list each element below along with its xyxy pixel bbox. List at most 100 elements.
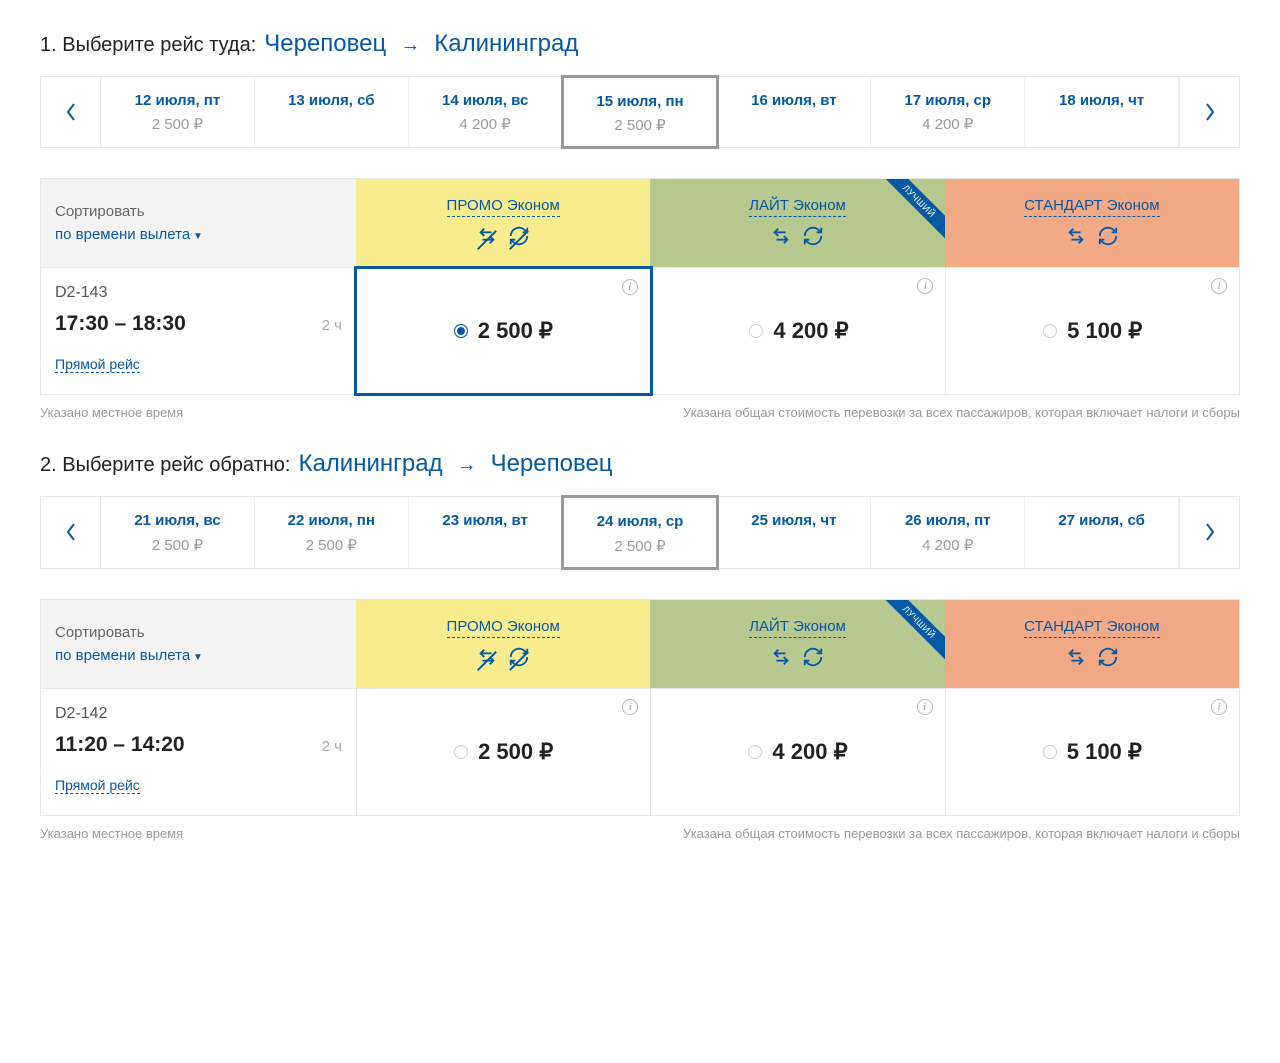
date-cell[interactable]: 23 июля, вт (409, 497, 563, 567)
fare-header-promo[interactable]: ПРОМО Эконом (356, 600, 650, 688)
date-price: 4 200 ₽ (875, 536, 1020, 554)
route-to: Череповец (491, 450, 613, 478)
flight-duration: 2 ч (322, 317, 342, 334)
sort-label: Сортировать (55, 203, 342, 220)
info-icon[interactable]: i (1211, 278, 1227, 294)
price-cell[interactable]: i 5 100 ₽ (945, 268, 1239, 394)
date-prev-button[interactable] (41, 77, 101, 147)
date-price: 2 500 ₽ (259, 536, 404, 554)
fare-title: ЛАЙТ Эконом (749, 197, 846, 217)
fare-title: ПРОМО Эконом (447, 197, 560, 217)
fare-title: СТАНДАРТ Эконом (1024, 197, 1159, 217)
price-cell[interactable]: i 5 100 ₽ (945, 689, 1239, 815)
route-from: Калининград (298, 450, 442, 478)
fare-header-std[interactable]: СТАНДАРТ Эконом (945, 600, 1239, 688)
date-strip: 21 июля, вс 2 500 ₽ 22 июля, пн 2 500 ₽ … (40, 496, 1240, 568)
date-cell[interactable]: 14 июля, вс 4 200 ₽ (409, 77, 563, 147)
footnote-right: Указана общая стоимость перевозки за все… (683, 405, 1240, 420)
date-label: 12 июля, пт (105, 91, 250, 111)
date-cell[interactable]: 12 июля, пт 2 500 ₽ (101, 77, 255, 147)
price-value: 5 100 ₽ (1067, 739, 1142, 765)
date-cell[interactable]: 13 июля, сб (255, 77, 409, 147)
radio[interactable] (454, 745, 468, 759)
radio[interactable] (749, 324, 763, 338)
flight-number: D2-142 (55, 705, 342, 723)
fare-header-lite[interactable]: ЛАЙТ Эконом (650, 600, 944, 688)
radio[interactable] (748, 745, 762, 759)
direct-flight-link[interactable]: Прямой рейс (55, 356, 140, 373)
fare-header-std[interactable]: СТАНДАРТ Эконом (945, 179, 1239, 267)
flight-row: D2-142 11:20 – 14:20 2 ч Прямой рейс i 2… (40, 688, 1240, 816)
date-cell[interactable]: 18 июля, чт (1025, 77, 1179, 147)
date-label: 16 июля, вт (721, 91, 866, 111)
date-label: 23 июля, вт (413, 511, 558, 531)
footnote-right: Указана общая стоимость перевозки за все… (683, 826, 1240, 841)
refresh-icon (802, 646, 824, 674)
date-price: 4 200 ₽ (875, 115, 1020, 133)
flight-time: 17:30 – 18:30 (55, 312, 186, 336)
arrow-icon: → (400, 34, 420, 57)
return-icon (770, 646, 792, 674)
info-icon[interactable]: i (917, 278, 933, 294)
date-label: 26 июля, пт (875, 511, 1020, 531)
info-icon[interactable]: i (622, 699, 638, 715)
date-cell[interactable]: 16 июля, вт (717, 77, 871, 147)
price-value: 4 200 ₽ (772, 739, 847, 765)
info-icon[interactable]: i (1211, 699, 1227, 715)
price-value: 2 500 ₽ (478, 318, 553, 344)
date-cell[interactable]: 17 июля, ср 4 200 ₽ (871, 77, 1025, 147)
footnote-row: Указано местное время Указана общая стои… (40, 826, 1240, 841)
footnote-left: Указано местное время (40, 826, 183, 841)
route-to: Калининград (434, 30, 578, 58)
date-label: 18 июля, чт (1029, 91, 1174, 111)
sort-label: Сортировать (55, 624, 342, 641)
date-prev-button[interactable] (41, 497, 101, 567)
refresh-icon (1097, 646, 1119, 674)
date-label: 17 июля, ср (875, 91, 1020, 111)
date-cell[interactable]: 27 июля, сб (1025, 497, 1179, 567)
date-cell[interactable]: 26 июля, пт 4 200 ₽ (871, 497, 1025, 567)
return-icon (1065, 225, 1087, 253)
flight-info-cell: D2-143 17:30 – 18:30 2 ч Прямой рейс (41, 268, 356, 394)
fare-header-promo[interactable]: ПРОМО Эконом (356, 179, 650, 267)
date-label: 13 июля, сб (259, 91, 404, 111)
price-value: 2 500 ₽ (478, 739, 553, 765)
date-label: 24 июля, ср (568, 512, 713, 532)
radio[interactable] (1043, 324, 1057, 338)
info-icon[interactable]: i (917, 699, 933, 715)
date-next-button[interactable] (1179, 497, 1239, 567)
date-cell[interactable]: 15 июля, пн 2 500 ₽ (561, 75, 720, 149)
price-cell[interactable]: i 2 500 ₽ (354, 266, 653, 396)
arrow-icon: → (457, 454, 477, 477)
date-price: 4 200 ₽ (413, 115, 558, 133)
price-cell[interactable]: i 4 200 ₽ (650, 689, 944, 815)
price-cell[interactable]: i 4 200 ₽ (652, 268, 946, 394)
footnote-left: Указано местное время (40, 405, 183, 420)
radio[interactable] (1043, 745, 1057, 759)
flight-info-cell: D2-142 11:20 – 14:20 2 ч Прямой рейс (41, 689, 356, 815)
refresh-icon (802, 225, 824, 253)
sort-link[interactable]: по времени вылета (55, 647, 203, 664)
date-cell[interactable]: 24 июля, ср 2 500 ₽ (561, 495, 720, 569)
fare-header-row: Сортировать по времени вылета ПРОМО Экон… (40, 178, 1240, 267)
date-price: 2 500 ₽ (568, 116, 713, 134)
sort-link[interactable]: по времени вылета (55, 226, 203, 243)
direct-flight-link[interactable]: Прямой рейс (55, 777, 140, 794)
return-icon (1065, 646, 1087, 674)
fare-header-lite[interactable]: ЛАЙТ Эконом (650, 179, 944, 267)
footnote-row: Указано местное время Указана общая стои… (40, 405, 1240, 420)
date-next-button[interactable] (1179, 77, 1239, 147)
fare-icons (953, 646, 1231, 674)
date-cell[interactable]: 25 июля, чт (717, 497, 871, 567)
price-cell[interactable]: i 2 500 ₽ (356, 689, 650, 815)
date-price: 2 500 ₽ (105, 115, 250, 133)
date-label: 25 июля, чт (721, 511, 866, 531)
info-icon[interactable]: i (622, 279, 638, 295)
date-cell[interactable]: 21 июля, вс 2 500 ₽ (101, 497, 255, 567)
best-badge (881, 179, 945, 243)
fare-icons (953, 225, 1231, 253)
date-cell[interactable]: 22 июля, пн 2 500 ₽ (255, 497, 409, 567)
date-label: 14 июля, вс (413, 91, 558, 111)
radio[interactable] (454, 324, 468, 338)
flight-row: D2-143 17:30 – 18:30 2 ч Прямой рейс i 2… (40, 267, 1240, 395)
